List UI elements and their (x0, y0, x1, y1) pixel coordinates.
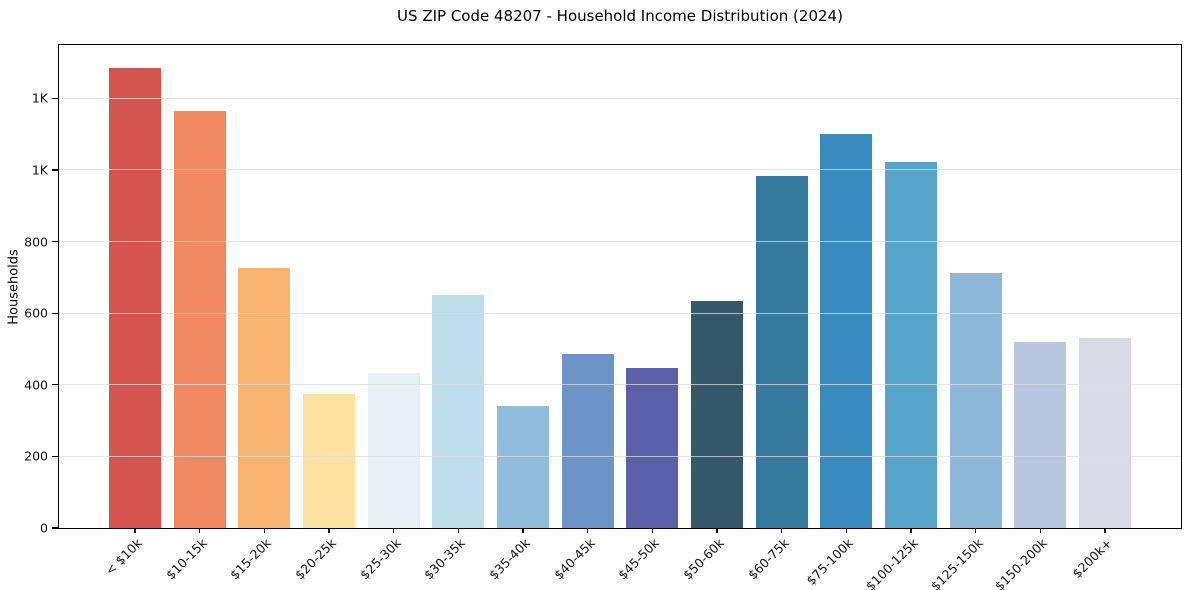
bar (367, 372, 420, 528)
x-tick-mark (199, 528, 201, 533)
bar (885, 161, 937, 528)
x-tick-mark (587, 528, 589, 533)
x-tick-mark (328, 528, 330, 533)
x-tick-mark (975, 528, 977, 533)
y-tick-mark (52, 312, 59, 314)
y-tick-label: 1K (31, 162, 48, 178)
x-tick-mark (1104, 528, 1106, 533)
x-tick-mark (781, 528, 783, 533)
y-tick-mark (52, 527, 59, 529)
bar (238, 267, 291, 528)
y-tick-mark (52, 455, 59, 458)
bar (755, 175, 808, 528)
plot-area: 0 200 400 600 800 1K 1K < $10k $10-15k $15-20k $2… (24, 44, 1182, 590)
bar (1014, 342, 1067, 528)
x-tick-mark (845, 528, 847, 533)
x-tick-mark (393, 528, 395, 533)
bar (949, 273, 1002, 528)
x-tick-mark (134, 528, 136, 533)
x-tick-mark (716, 528, 718, 533)
bar (561, 354, 614, 528)
x-tick-label: < $10k (102, 535, 145, 579)
x-tick-mark (457, 528, 459, 533)
y-tick-label: 800 (24, 234, 48, 250)
bar (497, 405, 549, 528)
y-tick-mark (52, 384, 59, 386)
y-tick-mark (52, 240, 59, 243)
y-tick-mark (52, 97, 59, 99)
y-tick-label: 600 (24, 305, 48, 321)
bar (303, 394, 355, 528)
bar (1079, 337, 1131, 528)
bar (432, 294, 485, 528)
y-tick-label: 200 (24, 448, 48, 464)
bar (691, 301, 743, 528)
x-tick-mark (1039, 528, 1041, 533)
x-tick-mark (910, 528, 912, 533)
bar (626, 368, 679, 528)
x-tick-mark (263, 528, 265, 533)
chart-title: US ZIP Code 48207 - Household Income Dis… (397, 7, 843, 25)
y-tick-label: 0 (40, 520, 48, 536)
bar (173, 111, 226, 528)
y-axis-ticks: 0 200 400 600 800 1K 1K (24, 45, 1181, 536)
x-tick-mark (522, 528, 524, 533)
y-tick-mark (52, 169, 59, 171)
bar (109, 67, 161, 528)
y-tick-label: 400 (24, 377, 48, 393)
bar (820, 133, 873, 528)
x-axis-ticks: < $10k $10-15k $15-20k $20-25k $25-30k $30-35… (59, 45, 1181, 590)
y-tick-label: 1K (31, 90, 48, 106)
bars-layer (59, 45, 1181, 528)
y-axis-label: Households (6, 249, 22, 325)
x-tick-mark (651, 528, 653, 533)
